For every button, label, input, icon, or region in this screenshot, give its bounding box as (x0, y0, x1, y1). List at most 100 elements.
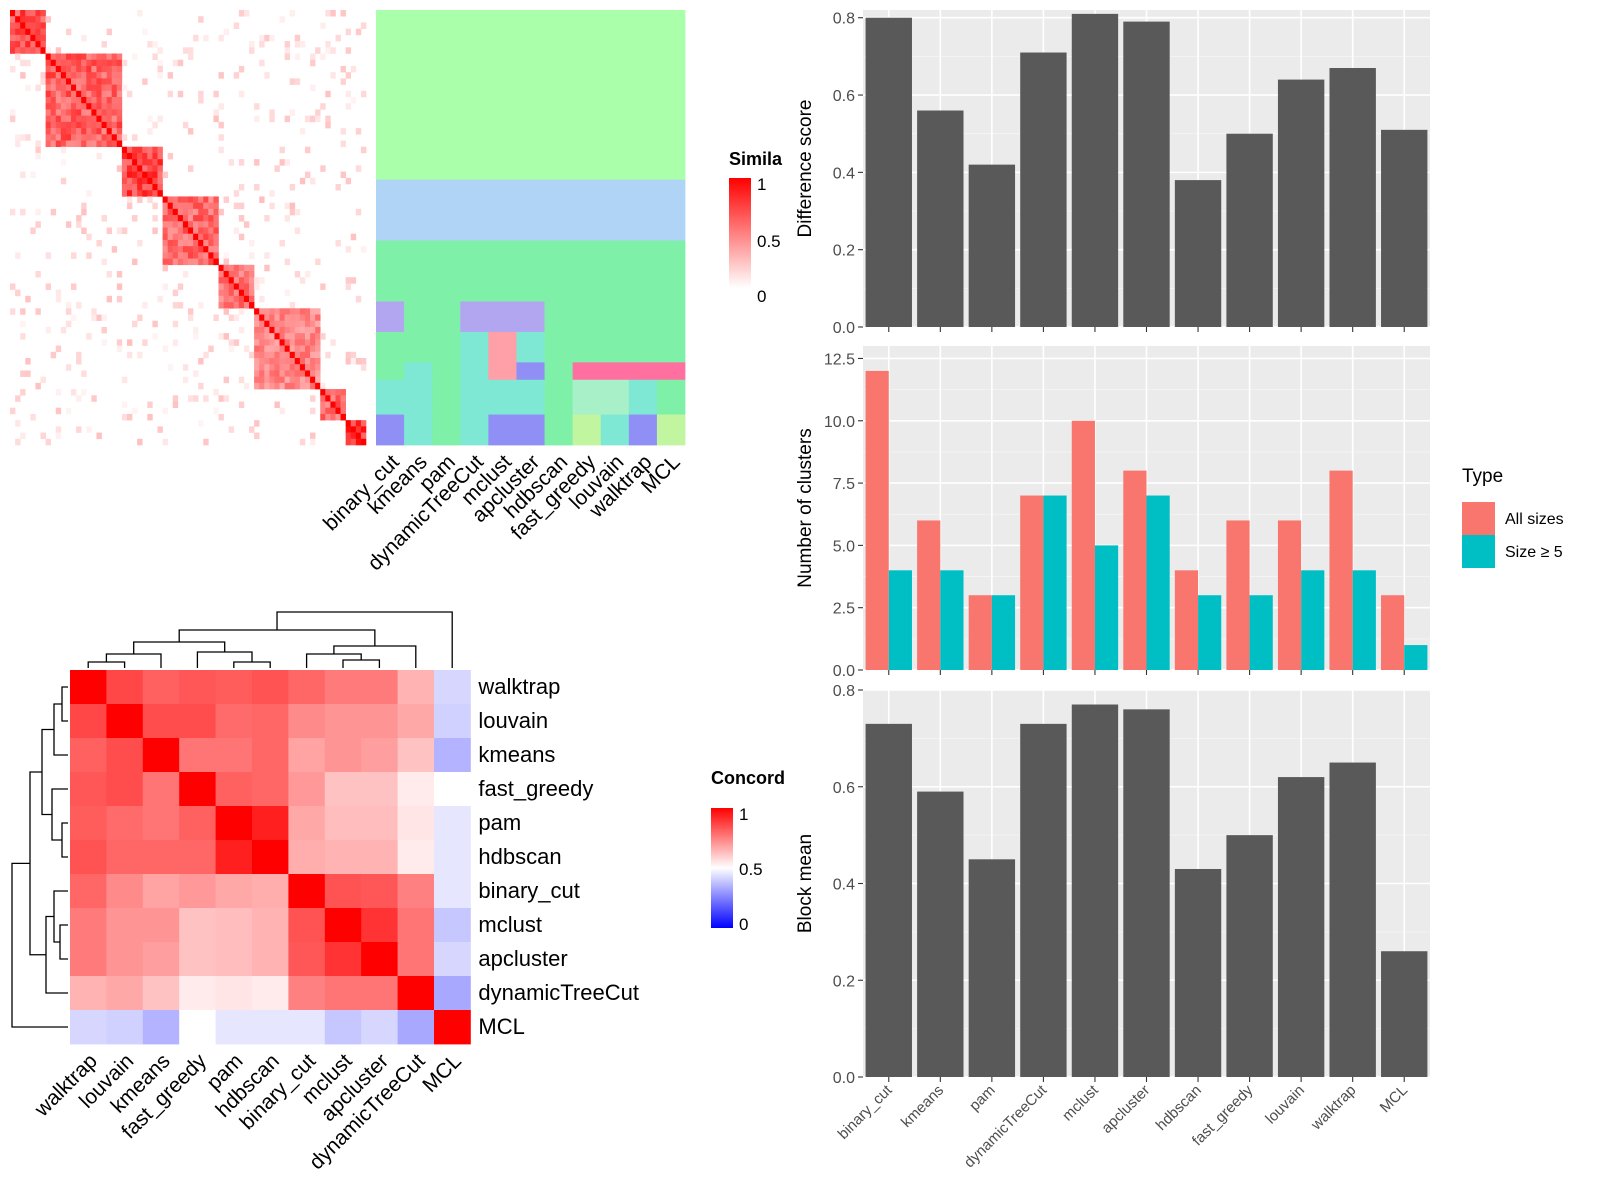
concordance-cell (215, 942, 253, 977)
similarity-cell (310, 358, 316, 365)
similarity-cell (350, 97, 357, 104)
similarity-cell (279, 351, 285, 359)
similarity-cell (15, 289, 21, 297)
similarity-cell (162, 345, 168, 353)
similarity-cell (355, 165, 362, 172)
similarity-cell (132, 146, 138, 154)
similarity-cell (116, 140, 123, 148)
assignment-cell (544, 10, 574, 181)
similarity-cell (233, 302, 240, 309)
similarity-cell (65, 115, 72, 123)
similarity-cell (310, 314, 316, 322)
similarity-cell (243, 271, 250, 278)
similarity-cell (289, 208, 296, 216)
similarity-cell (198, 97, 204, 104)
similarity-cell (50, 90, 57, 98)
similarity-cell (152, 227, 158, 235)
assignment-cell (376, 362, 405, 381)
similarity-cell (325, 90, 331, 98)
similarity-cell (310, 376, 316, 384)
y-tick-label: 0.4 (833, 877, 855, 894)
similarity-cell (111, 72, 118, 79)
similarity-cell (264, 351, 270, 359)
similarity-cell (65, 302, 72, 309)
similarity-cell (65, 407, 72, 415)
similarity-cell (345, 47, 352, 54)
concordance-cell (70, 704, 107, 739)
assignment-cell (404, 414, 433, 446)
similarity-cell (193, 252, 199, 259)
assignment-cell (488, 379, 517, 415)
similarity-cell (55, 90, 62, 98)
similarity-cell (284, 326, 291, 334)
concordance-cell (142, 942, 180, 977)
similarity-cell (81, 59, 87, 67)
similarity-cell (355, 208, 362, 216)
similarity-cell (172, 401, 179, 409)
concordance-cell (434, 976, 471, 1011)
similarity-cell (76, 53, 82, 61)
similarity-cell (65, 72, 72, 79)
concordance-cell (70, 874, 107, 909)
similarity-cell (116, 97, 123, 104)
similarity-cell (152, 41, 158, 48)
similarity-cell (40, 34, 46, 42)
bar-all-sizes (917, 520, 941, 670)
block-mean-chart: 0.0 0.2 0.4 0.6 0.8 Block mean binary_cut kmean… (795, 683, 1430, 1171)
similarity-cell (294, 358, 301, 365)
similarity-cell (121, 59, 128, 67)
similarity-cell (50, 109, 57, 116)
similarity-cell (55, 115, 62, 123)
concordance-cell (324, 908, 362, 943)
similarity-cell (86, 134, 92, 141)
assignment-cell (656, 331, 686, 363)
similarity-cell (259, 41, 265, 48)
concordance-cell (397, 772, 435, 807)
similarity-cell (152, 165, 158, 172)
similarity-cell (274, 351, 280, 359)
similarity-cell (91, 97, 97, 104)
similarity-cell (142, 78, 148, 85)
similarity-cell (264, 376, 270, 384)
concordance-cell (142, 908, 180, 943)
similarity-cell (243, 264, 250, 272)
similarity-cell (254, 326, 260, 334)
similarity-cell (152, 177, 158, 185)
similarity-cell (167, 221, 174, 228)
similarity-cell (45, 78, 51, 85)
similarity-cell (350, 438, 357, 446)
x-tick-label: pam (966, 1082, 999, 1115)
similarity-cell (91, 134, 97, 141)
similarity-cell (320, 103, 326, 110)
similarity-cell (71, 140, 77, 148)
similarity-cell (310, 382, 316, 390)
similarity-cell (193, 233, 199, 241)
similarity-cell (30, 413, 36, 421)
similarity-cell (294, 41, 301, 48)
concordance-cell (252, 1010, 289, 1045)
similarity-cell (55, 432, 62, 440)
similarity-cell (284, 382, 291, 390)
similarity-cell (167, 364, 174, 371)
similarity-cell (315, 364, 321, 371)
similarity-cell (299, 320, 306, 328)
similarity-cell (294, 382, 301, 390)
similarity-cell (264, 314, 270, 322)
concordance-cell (434, 942, 471, 977)
assignment-cell (544, 379, 574, 415)
similarity-cell (162, 264, 168, 272)
similarity-cell (172, 215, 179, 222)
assignment-cell (404, 362, 433, 381)
column-dendrogram-branch (342, 659, 381, 668)
similarity-cell (274, 345, 280, 353)
similarity-cell (142, 177, 148, 185)
x-tick-label: hdbscan (1153, 1082, 1205, 1134)
similarity-cell (289, 308, 296, 315)
similarity-cell (71, 314, 77, 322)
similarity-cell (340, 128, 346, 135)
similarity-cell (121, 413, 128, 421)
similarity-cell (218, 134, 224, 141)
legend-key (1462, 502, 1495, 535)
similarity-cell (340, 78, 346, 85)
similarity-cell (86, 97, 92, 104)
